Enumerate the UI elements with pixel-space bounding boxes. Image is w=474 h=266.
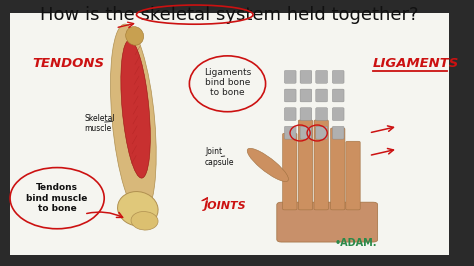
FancyBboxPatch shape <box>316 89 328 102</box>
Text: Joint
capsule: Joint capsule <box>205 147 235 167</box>
FancyBboxPatch shape <box>316 126 328 139</box>
Ellipse shape <box>247 148 289 181</box>
FancyBboxPatch shape <box>283 133 297 210</box>
FancyBboxPatch shape <box>332 70 344 83</box>
FancyBboxPatch shape <box>346 141 360 210</box>
FancyBboxPatch shape <box>300 89 312 102</box>
Text: TENDONS: TENDONS <box>33 57 104 70</box>
FancyBboxPatch shape <box>284 70 296 83</box>
FancyBboxPatch shape <box>332 108 344 120</box>
FancyBboxPatch shape <box>10 13 449 255</box>
FancyBboxPatch shape <box>298 120 313 210</box>
Ellipse shape <box>131 211 158 230</box>
FancyBboxPatch shape <box>284 126 296 139</box>
FancyBboxPatch shape <box>300 108 312 120</box>
FancyBboxPatch shape <box>284 89 296 102</box>
FancyBboxPatch shape <box>300 70 312 83</box>
FancyBboxPatch shape <box>277 202 378 242</box>
FancyBboxPatch shape <box>316 70 328 83</box>
Text: •ADAM.: •ADAM. <box>335 238 378 248</box>
FancyBboxPatch shape <box>284 108 296 120</box>
Ellipse shape <box>118 192 158 226</box>
Ellipse shape <box>110 24 156 215</box>
Text: Ligaments
bind bone
to bone: Ligaments bind bone to bone <box>204 68 251 97</box>
FancyBboxPatch shape <box>314 120 328 210</box>
Text: LIGAMENTS: LIGAMENTS <box>373 57 459 70</box>
FancyBboxPatch shape <box>332 126 344 139</box>
Ellipse shape <box>121 40 150 178</box>
FancyBboxPatch shape <box>300 126 312 139</box>
Text: Tendons
bind muscle
to bone: Tendons bind muscle to bone <box>27 183 88 213</box>
Text: How is the skeletal system held together?: How is the skeletal system held together… <box>40 6 419 24</box>
Text: Skeletal
muscle: Skeletal muscle <box>84 114 115 133</box>
FancyBboxPatch shape <box>330 128 345 210</box>
Ellipse shape <box>126 27 144 45</box>
Text: JOINTS: JOINTS <box>204 201 246 211</box>
FancyBboxPatch shape <box>316 108 328 120</box>
FancyBboxPatch shape <box>332 89 344 102</box>
